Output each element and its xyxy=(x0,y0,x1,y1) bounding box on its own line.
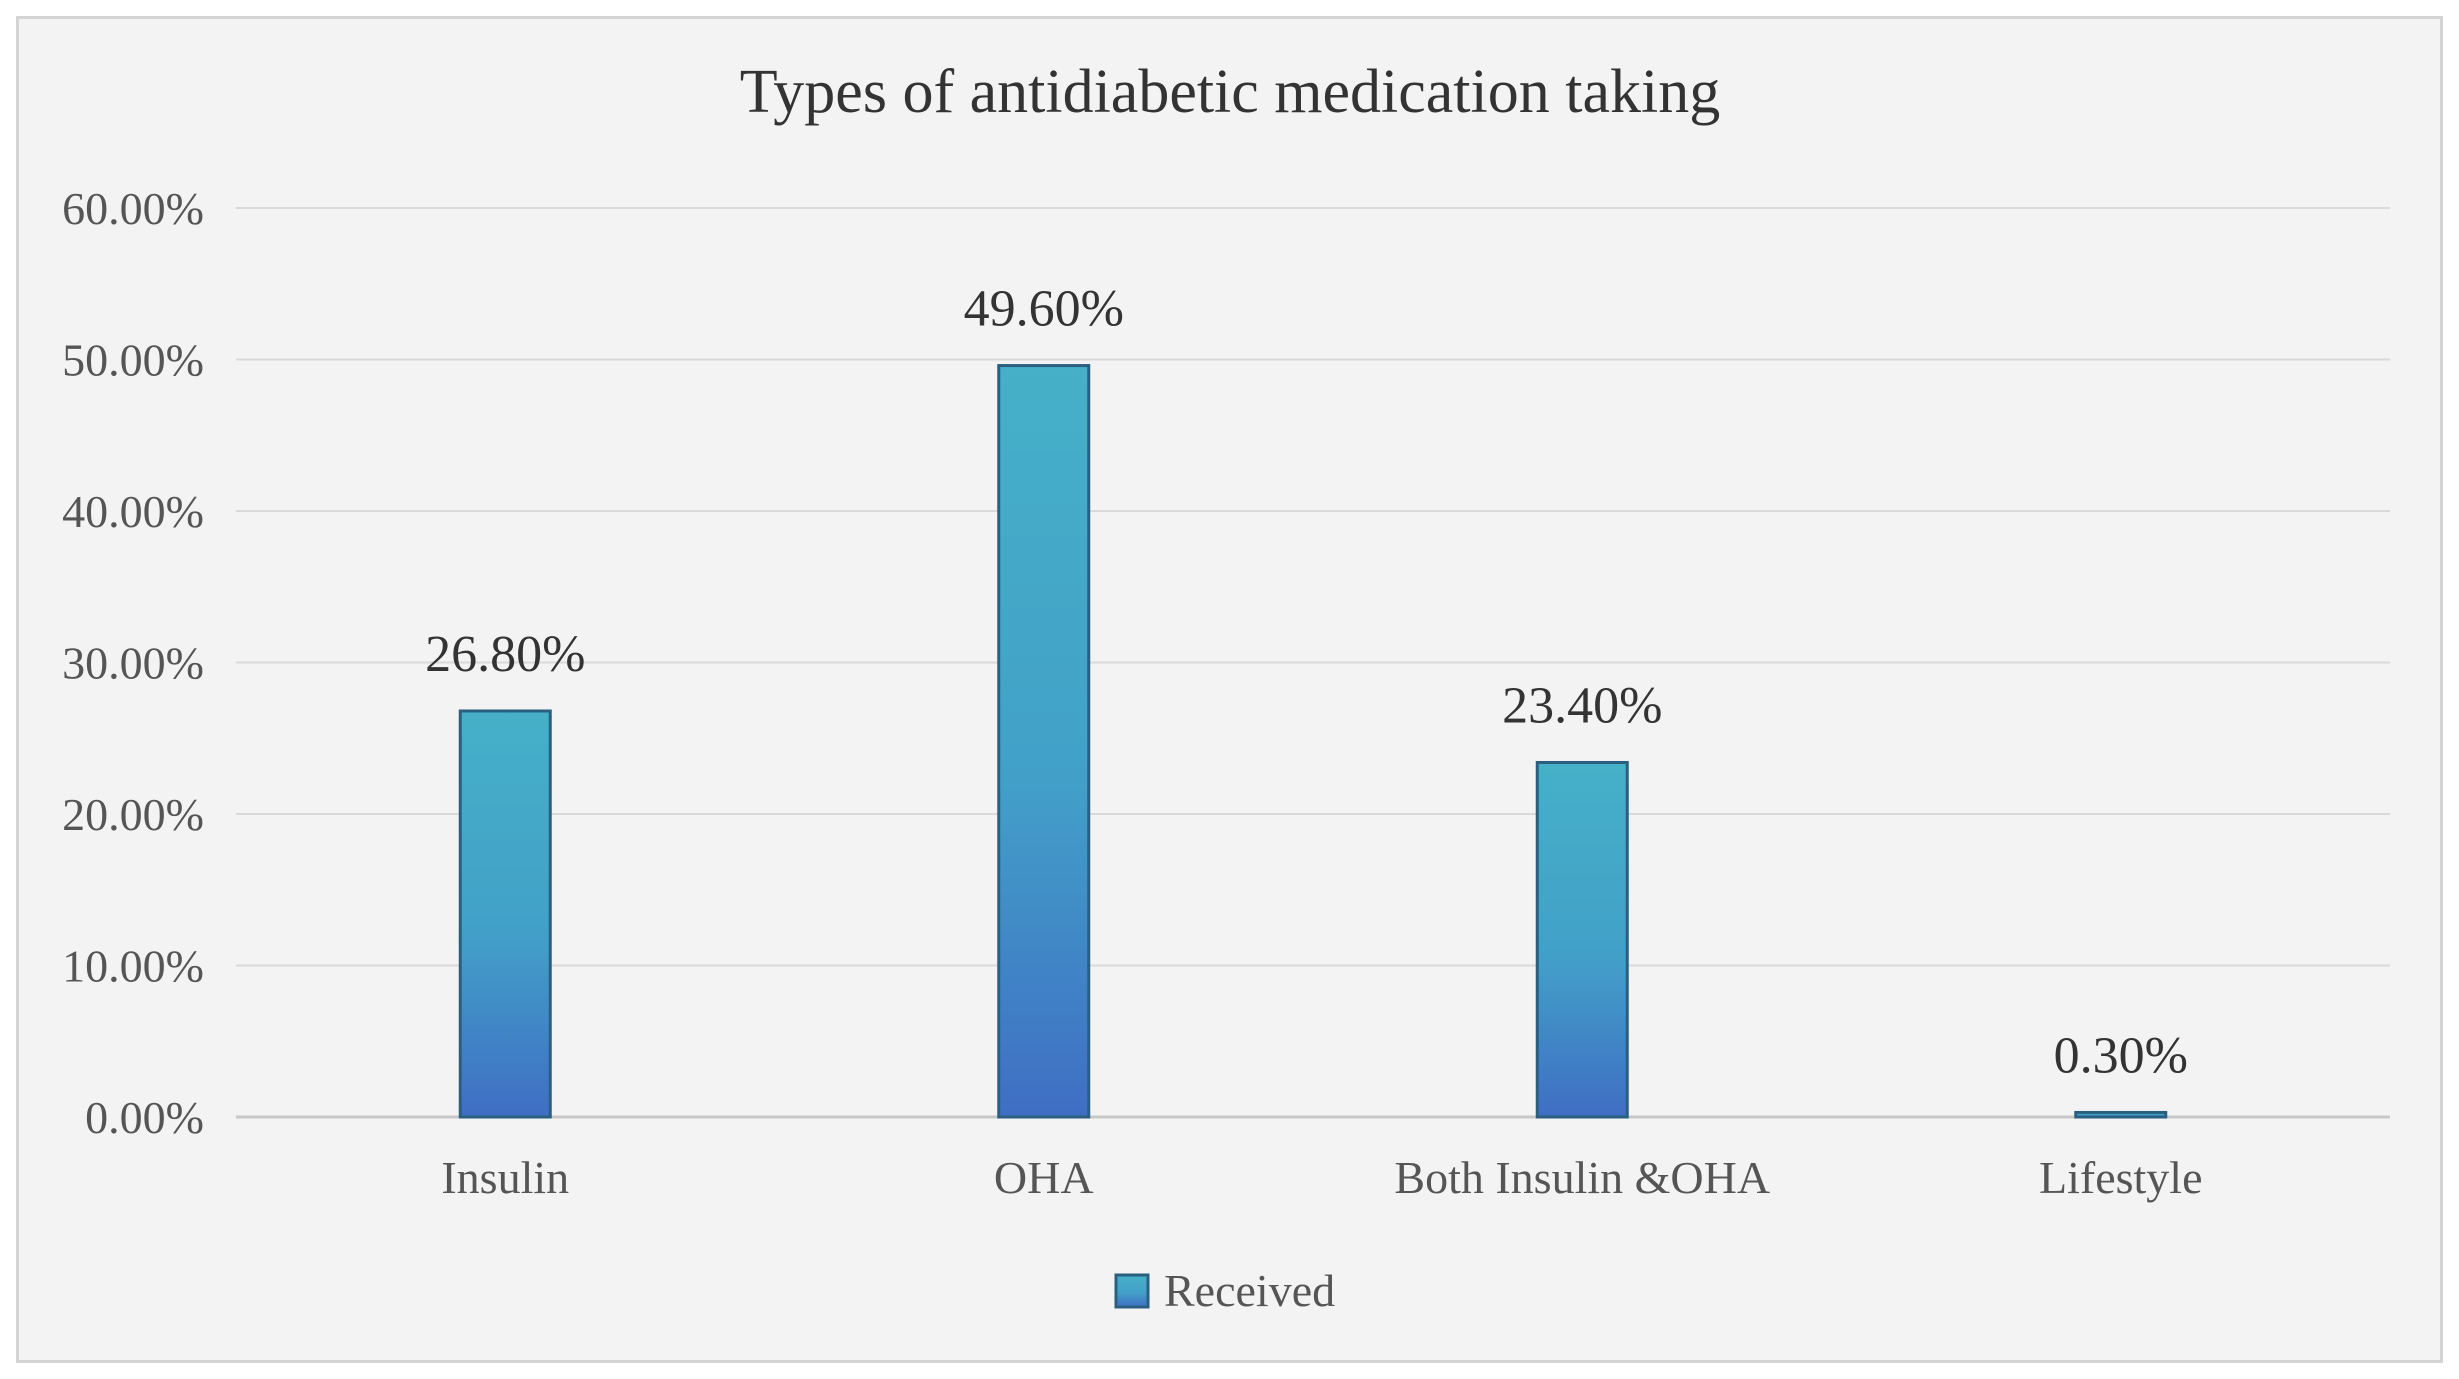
y-axis-ticks: 0.00% 10.00% 20.00% 30.00% 40.00% 50.00% 60.00… xyxy=(62,183,204,1143)
y-tick-label: 10.00% xyxy=(62,941,204,992)
x-category-label: Lifestyle xyxy=(2039,1152,2203,1203)
data-label: 0.30% xyxy=(2054,1027,2188,1084)
x-category-label: OHA xyxy=(994,1152,1094,1203)
legend: Received xyxy=(1114,1265,1335,1316)
data-label: 26.80% xyxy=(425,626,585,683)
bars xyxy=(458,364,2168,1119)
bar-oha xyxy=(997,364,1091,1119)
data-labels: 26.80% 49.60% 23.40% 0.30% xyxy=(425,281,2188,1085)
x-category-label: Both Insulin &OHA xyxy=(1394,1152,1770,1203)
data-label: 23.40% xyxy=(1502,677,1662,734)
chart-title: Types of antidiabetic medication taking xyxy=(740,58,1720,126)
y-tick-label: 50.00% xyxy=(62,335,204,386)
y-tick-label: 0.00% xyxy=(85,1092,204,1143)
bar-lifestyle xyxy=(2074,1110,2168,1119)
legend-swatch-received xyxy=(1114,1273,1150,1309)
data-label: 49.60% xyxy=(964,281,1124,338)
x-axis-categories: Insulin OHA Both Insulin &OHA Lifestyle xyxy=(441,1152,2202,1203)
y-tick-label: 60.00% xyxy=(62,183,204,234)
bar-insulin xyxy=(458,709,552,1119)
chart-frame xyxy=(16,16,2443,1363)
gridlines xyxy=(236,207,2390,1119)
y-tick-label: 40.00% xyxy=(62,486,204,537)
y-tick-label: 30.00% xyxy=(62,638,204,689)
y-tick-label: 20.00% xyxy=(62,789,204,840)
x-category-label: Insulin xyxy=(441,1152,569,1203)
legend-label-received: Received xyxy=(1164,1265,1335,1316)
bar-both-insulin-oha xyxy=(1535,760,1629,1119)
